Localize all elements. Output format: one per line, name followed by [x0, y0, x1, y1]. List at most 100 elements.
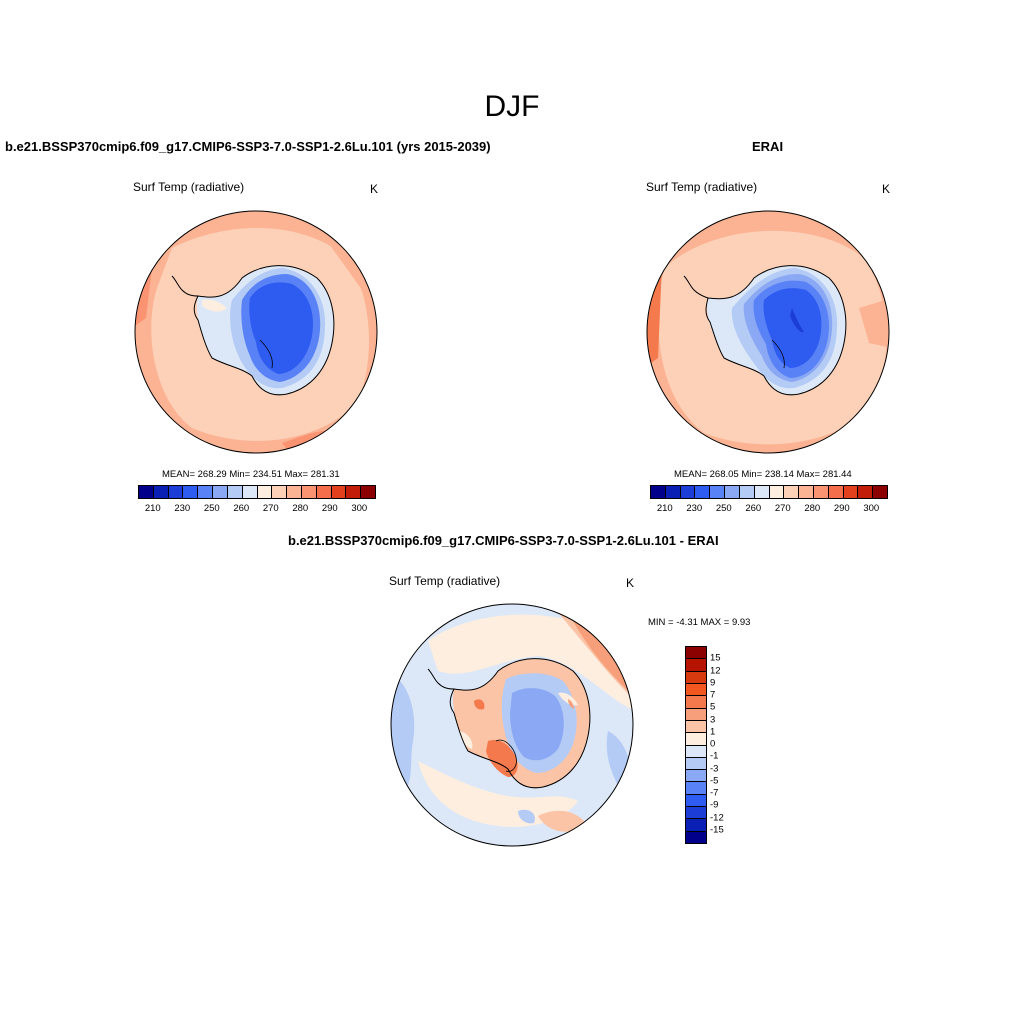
- colorbar-swatch: [686, 807, 706, 820]
- colorbar-swatch: [754, 486, 770, 498]
- colorbar-swatch: [686, 659, 706, 672]
- diff-units-label: K: [626, 576, 635, 590]
- colorbar-swatch: [784, 486, 800, 498]
- colorbar-swatch: [686, 720, 706, 734]
- diff-polar-map: [390, 603, 634, 847]
- obs-panel-title: ERAI: [752, 139, 784, 154]
- colorbar-tick-label: 1: [710, 726, 716, 738]
- colorbar-swatch: [686, 819, 706, 832]
- colorbar-tick-label: 210: [656, 503, 673, 514]
- colorbar-tick-label: 280: [292, 503, 309, 514]
- colorbar-swatch: [680, 486, 696, 498]
- colorbar-tick-label: 270: [774, 503, 791, 514]
- colorbar-swatch: [695, 486, 711, 498]
- colorbar-swatch: [686, 770, 706, 783]
- diff-panel-title: b.e21.BSSP370cmip6.f09_g17.CMIP6-SSP3-7.…: [288, 533, 719, 548]
- colorbar-tick-label: 290: [321, 503, 338, 514]
- obs-units-label: K: [882, 182, 891, 196]
- colorbar-tick-label: 260: [745, 503, 762, 514]
- colorbar-tick-label: -7: [710, 787, 719, 799]
- colorbar-swatch: [331, 486, 347, 498]
- diff-colorbar-ticks: 15 12 9 7 5 3 1 0 -1 -3 -5 -7 -9 -12 -15: [710, 646, 750, 842]
- colorbar-swatch: [213, 486, 228, 498]
- colorbar-tick-label: 260: [233, 503, 250, 514]
- colorbar-tick-label: -1: [710, 750, 719, 762]
- colorbar-swatch: [799, 486, 814, 498]
- colorbar-swatch: [242, 486, 258, 498]
- colorbar-tick-label: -15: [710, 824, 724, 836]
- colorbar-tick-label: 280: [804, 503, 821, 514]
- colorbar-swatch: [227, 486, 243, 498]
- colorbar-tick-label: 7: [710, 689, 716, 701]
- model-units-label: K: [370, 182, 379, 196]
- colorbar-tick-label: 3: [710, 714, 716, 725]
- diff-stats: MIN = -4.31 MAX = 9.93: [648, 617, 751, 628]
- colorbar-tick-label: 12: [710, 665, 721, 676]
- colorbar-swatch: [686, 757, 706, 771]
- colorbar-swatch: [153, 486, 169, 498]
- colorbar-swatch: [686, 671, 706, 684]
- colorbar-swatch: [725, 486, 740, 498]
- model-colorbar: [138, 485, 376, 499]
- colorbar-swatch: [139, 486, 154, 498]
- colorbar-tick-label: 300: [351, 503, 368, 514]
- colorbar-swatch: [769, 486, 785, 498]
- colorbar-swatch: [686, 745, 706, 758]
- colorbar-swatch: [272, 486, 288, 498]
- obs-polar-map: [646, 210, 890, 454]
- obs-variable-label: Surf Temp (radiative): [646, 180, 758, 194]
- colorbar-tick-label: 230: [174, 503, 191, 514]
- colorbar-tick-label: 270: [262, 503, 279, 514]
- diff-variable-label: Surf Temp (radiative): [389, 574, 501, 588]
- colorbar-swatch: [828, 486, 844, 498]
- model-polar-map: [134, 210, 378, 454]
- model-panel-title: b.e21.BSSP370cmip6.f09_g17.CMIP6-SSP3-7.…: [5, 139, 491, 154]
- model-stats: MEAN= 268.29 Min= 234.51 Max= 281.31: [162, 469, 340, 480]
- obs-colorbar-ticks: 210 230 250 260 270 280 290 300: [650, 503, 886, 515]
- diff-colorbar: [685, 646, 707, 844]
- model-variable-label: Surf Temp (radiative): [133, 180, 245, 194]
- colorbar-swatch: [665, 486, 681, 498]
- colorbar-tick-label: -3: [710, 763, 719, 774]
- colorbar-swatch: [686, 733, 706, 746]
- colorbar-swatch: [686, 782, 706, 795]
- colorbar-swatch: [257, 486, 273, 498]
- colorbar-swatch: [813, 486, 829, 498]
- colorbar-tick-label: 210: [144, 503, 161, 514]
- colorbar-tick-label: 300: [863, 503, 880, 514]
- colorbar-swatch: [739, 486, 755, 498]
- colorbar-swatch: [198, 486, 214, 498]
- colorbar-swatch: [858, 486, 874, 498]
- colorbar-tick-label: 0: [710, 738, 716, 750]
- colorbar-swatch: [686, 647, 706, 660]
- colorbar-tick-label: 15: [710, 652, 721, 664]
- colorbar-tick-label: 5: [710, 701, 716, 713]
- colorbar-swatch: [686, 831, 706, 843]
- colorbar-tick-label: -12: [710, 812, 724, 823]
- colorbar-swatch: [686, 696, 706, 709]
- colorbar-swatch: [316, 486, 332, 498]
- colorbar-swatch: [686, 683, 706, 697]
- colorbar-swatch: [168, 486, 184, 498]
- colorbar-swatch: [287, 486, 302, 498]
- colorbar-swatch: [346, 486, 362, 498]
- colorbar-swatch: [361, 486, 375, 498]
- colorbar-tick-label: 9: [710, 677, 716, 689]
- colorbar-swatch: [873, 486, 887, 498]
- colorbar-tick-label: 290: [833, 503, 850, 514]
- colorbar-swatch: [651, 486, 666, 498]
- colorbar-swatch: [686, 794, 706, 808]
- model-colorbar-ticks: 210 230 250 260 270 280 290 300: [138, 503, 374, 515]
- colorbar-tick-label: 250: [715, 503, 732, 514]
- colorbar-tick-label: 250: [203, 503, 220, 514]
- obs-stats: MEAN= 268.05 Min= 238.14 Max= 281.44: [674, 469, 852, 480]
- colorbar-swatch: [301, 486, 317, 498]
- colorbar-swatch: [843, 486, 859, 498]
- obs-colorbar: [650, 485, 888, 499]
- colorbar-tick-label: 230: [686, 503, 703, 514]
- colorbar-swatch: [686, 708, 706, 721]
- figure-title: DJF: [484, 90, 540, 123]
- colorbar-tick-label: -9: [710, 799, 719, 811]
- colorbar-swatch: [183, 486, 199, 498]
- colorbar-tick-label: -5: [710, 775, 719, 787]
